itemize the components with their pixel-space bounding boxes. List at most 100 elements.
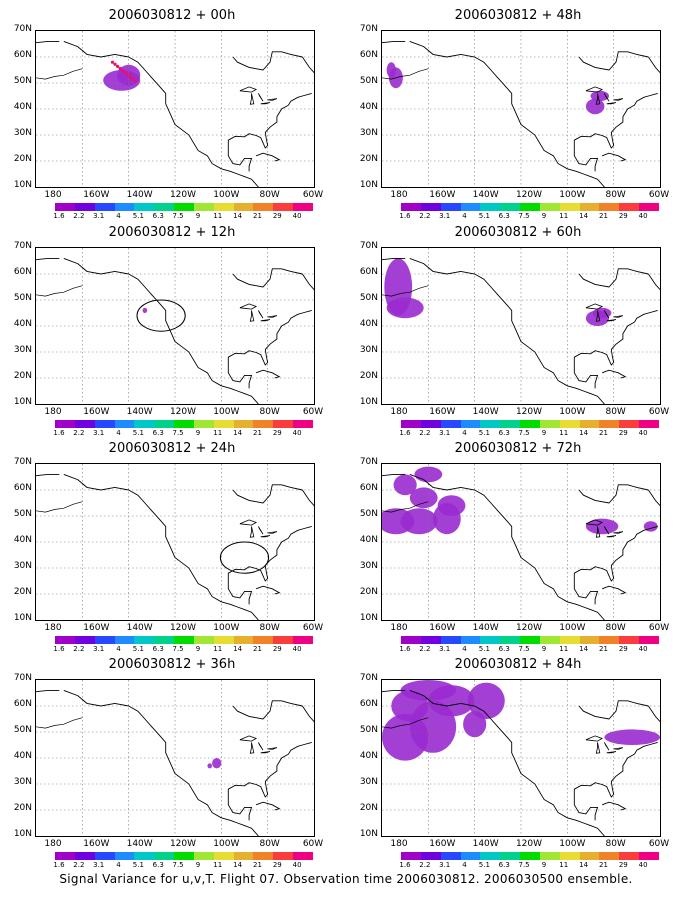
colorbar — [55, 420, 313, 428]
y-tick-label: 60N — [13, 267, 32, 277]
colorbar-swatch — [500, 420, 521, 428]
x-tick-label: 100W — [559, 839, 586, 849]
y-tick-label: 60N — [359, 483, 378, 493]
colorbar — [401, 203, 659, 211]
map-area — [381, 247, 661, 405]
colorbar-swatch — [559, 203, 580, 211]
colorbar-label: 7.5 — [518, 212, 530, 220]
colorbar-label: 29 — [272, 645, 282, 653]
colorbar-swatch — [401, 852, 421, 860]
colorbar-swatch — [193, 852, 214, 860]
colorbar-swatch — [420, 852, 441, 860]
colorbar-label: 9 — [541, 645, 547, 653]
colorbar-label: 29 — [618, 212, 628, 220]
colorbar-swatch — [94, 203, 115, 211]
observation-dot — [115, 64, 120, 68]
colorbar — [401, 636, 659, 644]
colorbar-label: 11 — [559, 645, 569, 653]
colorbar-swatch — [233, 420, 254, 428]
colorbar-swatch — [253, 420, 274, 428]
colorbar-label: 29 — [618, 861, 628, 869]
colorbar-label: 2.2 — [419, 212, 431, 220]
x-tick-label: 80W — [605, 190, 626, 200]
x-tick-label: 60W — [302, 839, 324, 849]
colorbar-label: 3.1 — [439, 645, 451, 653]
map-drawing — [36, 680, 314, 836]
map-area — [35, 463, 315, 621]
colorbar-swatch — [253, 852, 274, 860]
variance-area — [467, 682, 505, 719]
x-tick-label: 60W — [302, 407, 324, 417]
colorbar-label: 14 — [233, 861, 243, 869]
x-tick-label: 180 — [390, 190, 408, 200]
y-tick-label: 30N — [359, 345, 378, 355]
colorbar-label: 9 — [541, 212, 547, 220]
y-tick-label: 60N — [13, 699, 32, 709]
colorbar-label: 1.6 — [53, 861, 65, 869]
x-tick-label: 100W — [213, 407, 240, 417]
colorbar-swatch — [440, 852, 461, 860]
y-tick-label: 50N — [13, 76, 32, 86]
colorbar-swatch — [55, 636, 75, 644]
colorbar-label: 21 — [252, 429, 262, 437]
y-tick-label: 70N — [359, 24, 378, 34]
map-area — [381, 463, 661, 621]
colorbar-label: 40 — [292, 645, 302, 653]
colorbar-label: 21 — [598, 645, 608, 653]
panel-title: 2006030812 + 24h — [108, 441, 236, 456]
colorbar-label: 40 — [292, 212, 302, 220]
y-tick-label: 10N — [359, 829, 378, 839]
colorbar-label: 11 — [213, 212, 223, 220]
colorbar-label: 9 — [541, 429, 547, 437]
colorbar-swatch — [579, 420, 600, 428]
observation-dot — [123, 71, 127, 75]
x-tick-label: 160W — [429, 190, 456, 200]
colorbar-label: 29 — [618, 429, 628, 437]
y-tick-label: 70N — [359, 673, 378, 683]
colorbar-label: 29 — [272, 212, 282, 220]
colorbar-label: 7.5 — [518, 861, 530, 869]
map-drawing — [382, 464, 660, 620]
y-tick-label: 60N — [359, 267, 378, 277]
colorbar-swatch — [619, 420, 640, 428]
colorbar-label: 14 — [233, 429, 243, 437]
colorbar-swatch — [539, 852, 560, 860]
colorbar-swatch — [460, 852, 481, 860]
variance-area — [386, 297, 424, 319]
panel-title: 2006030812 + 36h — [108, 657, 236, 672]
colorbar — [55, 636, 313, 644]
colorbar-label: 4 — [116, 861, 121, 869]
x-tick-label: 180 — [390, 623, 408, 633]
colorbar-swatch — [401, 636, 421, 644]
colorbar-label: 3.1 — [93, 212, 105, 220]
colorbar-label: 4 — [462, 429, 467, 437]
colorbar-label: 3.1 — [93, 861, 105, 869]
variance-area — [592, 307, 612, 319]
x-tick-label: 120W — [515, 839, 543, 849]
variance-area — [212, 758, 222, 769]
colorbar-label: 3.1 — [93, 645, 105, 653]
colorbar-swatch — [193, 636, 214, 644]
colorbar-label: 4 — [116, 645, 121, 653]
colorbar-swatch — [579, 203, 600, 211]
colorbar-swatch — [94, 420, 115, 428]
panel-title: 2006030812 + 00h — [108, 8, 236, 23]
colorbar-swatch — [55, 852, 75, 860]
panel-title: 2006030812 + 48h — [454, 8, 582, 23]
y-tick-label: 60N — [359, 699, 378, 709]
y-tick-label: 10N — [13, 829, 32, 839]
colorbar-swatch — [174, 203, 194, 211]
colorbar-label: 29 — [272, 429, 282, 437]
colorbar-swatch — [273, 636, 294, 644]
map-area — [35, 247, 315, 405]
colorbar-swatch — [639, 852, 659, 860]
colorbar — [401, 420, 659, 428]
colorbar-swatch — [293, 852, 313, 860]
colorbar-label: 29 — [272, 861, 282, 869]
variance-area — [400, 680, 457, 701]
y-tick-label: 10N — [359, 397, 378, 407]
observation-dot — [110, 60, 115, 64]
colorbar-swatch — [193, 203, 214, 211]
observation-dot — [118, 66, 122, 71]
colorbar-label: 14 — [579, 429, 589, 437]
